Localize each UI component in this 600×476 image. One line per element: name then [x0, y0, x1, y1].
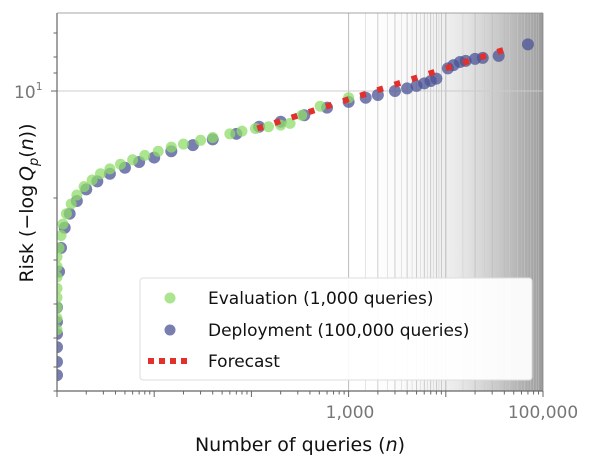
evaluation-point	[263, 121, 275, 133]
evaluation-point	[224, 128, 236, 140]
evaluation-point	[57, 301, 63, 313]
legend-marker-evaluation	[164, 292, 176, 304]
deployment-point	[521, 38, 534, 51]
evaluation-point	[57, 251, 63, 263]
evaluation-point	[207, 131, 219, 143]
evaluation-point	[57, 324, 63, 336]
evaluation-point	[57, 282, 63, 294]
evaluation-point	[284, 117, 296, 129]
deployment-point	[388, 85, 401, 98]
x-axis-label-var: n	[386, 434, 398, 456]
y-axis-label-open: (	[16, 150, 38, 157]
evaluation-point	[57, 261, 63, 273]
y-axis-label: Risk (−log Qp(n))	[16, 123, 42, 282]
x-axis-label-text: Number of queries (	[195, 434, 386, 456]
legend-marker-deployment	[164, 324, 176, 336]
evaluation-point	[57, 271, 63, 283]
deployment-point	[401, 82, 414, 95]
legend: Evaluation (1,000 queries) Deployment (1…	[139, 277, 533, 381]
evaluation-point	[57, 218, 69, 230]
y-axis-label-close: ))	[16, 123, 38, 138]
legend-label-deployment: Deployment (100,000 queries)	[208, 321, 469, 341]
deployment-point	[430, 72, 443, 85]
evaluation-point	[236, 125, 248, 137]
evaluation-point	[94, 168, 106, 180]
evaluation-point	[314, 100, 326, 112]
evaluation-point	[152, 145, 164, 157]
legend-box	[139, 277, 533, 381]
evaluation-point	[165, 141, 177, 153]
evaluation-point	[127, 154, 139, 166]
y-tick-label-10: 101	[14, 80, 43, 103]
y-axis-label-text: Risk (−log	[16, 181, 38, 283]
deployment-point	[57, 369, 63, 382]
x-tick-label-100000: 100,000	[508, 403, 578, 423]
evaluation-point	[114, 158, 126, 170]
x-axis-label: Number of queries (n)	[195, 434, 405, 456]
y-axis-label-sub: p	[27, 158, 42, 167]
data-marks	[57, 38, 534, 382]
deployment-point	[57, 341, 63, 354]
forecast-line	[256, 45, 511, 132]
evaluation-point	[71, 189, 83, 201]
legend-label-forecast: Forecast	[208, 352, 280, 372]
y-axis-label-n: n	[16, 138, 38, 150]
evaluation-point	[60, 208, 72, 220]
y-tick-base: 10	[14, 83, 36, 103]
evaluation-point	[78, 181, 90, 193]
x-tick-label-1000: 1,000	[326, 403, 375, 423]
x-axis-label-close: )	[398, 434, 405, 456]
legend-label-evaluation: Evaluation (1,000 queries)	[208, 289, 434, 309]
evaluation-point	[57, 242, 65, 254]
y-tick-exp: 1	[36, 80, 43, 93]
evaluation-point	[177, 138, 189, 150]
evaluation-point	[296, 109, 308, 121]
evaluation-point	[195, 134, 207, 146]
evaluation-point	[65, 198, 77, 210]
evaluation-point	[57, 312, 63, 324]
evaluation-point	[139, 149, 151, 161]
deployment-point	[57, 355, 63, 368]
evaluation-point	[57, 229, 67, 241]
evaluation-point	[57, 291, 63, 303]
y-axis-label-q: Q	[16, 166, 38, 181]
evaluation-point	[104, 163, 116, 175]
evaluation-point	[86, 174, 98, 186]
axes	[51, 12, 544, 397]
